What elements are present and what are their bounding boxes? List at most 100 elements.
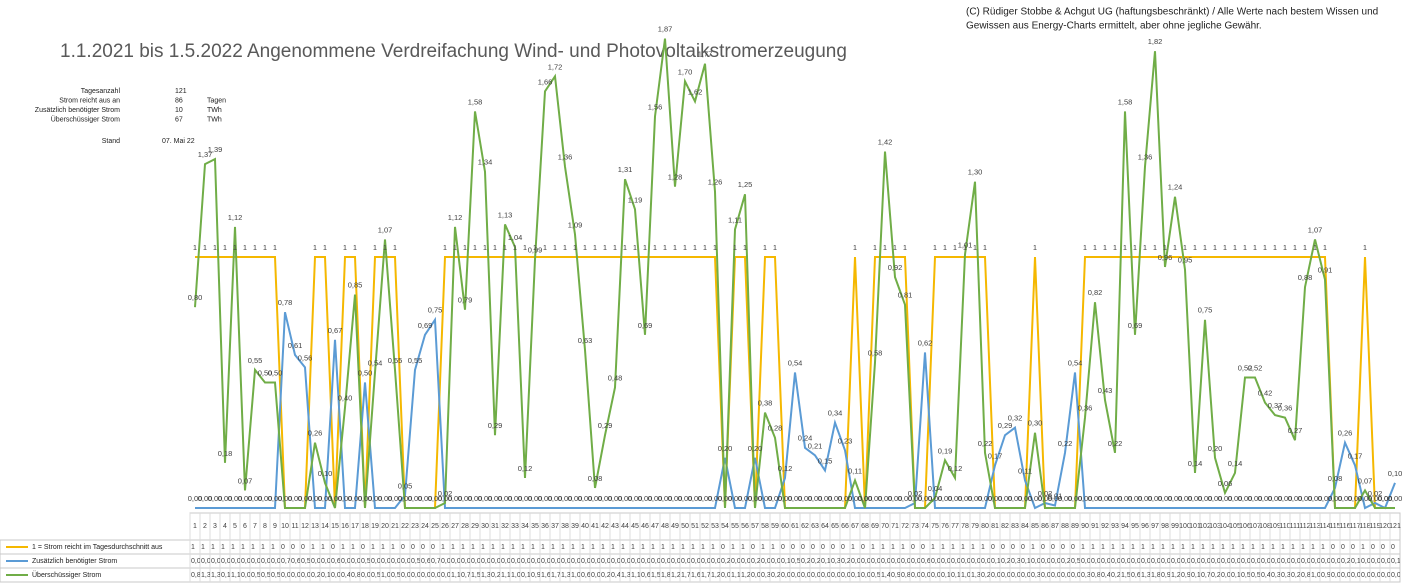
table-value: 0 [291, 544, 295, 551]
table-cell: 0,78 [281, 558, 295, 565]
data-label: 0,00 [438, 494, 453, 503]
data-label: 1 [633, 243, 637, 252]
x-tick-label: 46 [641, 523, 649, 530]
data-label: 1 [1253, 243, 1257, 252]
data-label: 0,14 [1188, 459, 1203, 468]
table-value: 1 [1281, 544, 1285, 551]
table-cell: 1 [1121, 544, 1125, 551]
data-label: 1 [323, 243, 327, 252]
data-label: 0,00 [1228, 494, 1243, 503]
data-label: 0,00 [1388, 494, 1402, 503]
data-label: 0,00 [548, 494, 563, 503]
table-value: 1,28 [671, 572, 685, 579]
table-cell: 0,54 [1071, 558, 1080, 565]
table-cell: 0,00 [301, 572, 310, 579]
table-cell: 0 [801, 544, 805, 551]
data-label: 0,50 [358, 368, 373, 377]
data-label: 1,56 [648, 102, 663, 111]
data-label: 0,12 [948, 464, 963, 473]
data-label: 0,29 [598, 421, 613, 430]
table-value: 0,95 [1181, 572, 1195, 579]
table-cell: 0,00 [501, 558, 510, 565]
x-tick-label: 33 [511, 523, 519, 530]
table-cell: 0,00 [191, 558, 200, 565]
table-cell: 0,00 [351, 558, 360, 565]
table-cell: 0,00 [1111, 558, 1120, 565]
table-cell: 1 [871, 544, 875, 551]
x-tick-label: 108 [1259, 523, 1271, 530]
table-value: 1 [611, 544, 615, 551]
table-cell: 0,81 [901, 572, 910, 579]
data-label: 1 [1123, 243, 1127, 252]
data-label: 0,00 [258, 494, 273, 503]
x-tick-label: 95 [1131, 523, 1139, 530]
table-cell: 0,00 [481, 558, 490, 565]
table-value: 0 [1371, 544, 1375, 551]
table-cell: 0,22 [1061, 558, 1070, 565]
table-cell: 0,19 [941, 572, 950, 579]
table-value: 1,36 [1141, 572, 1155, 579]
table-value: 0,00 [1371, 572, 1385, 579]
x-tick-label: 30 [481, 523, 489, 530]
table-value: 0,15 [821, 558, 835, 565]
data-label: 0,14 [1228, 459, 1243, 468]
data-label: 0,34 [828, 409, 843, 418]
table-cell: 0,00 [1061, 572, 1070, 579]
table-value: 0,78 [281, 558, 295, 565]
table-cell: 1 [571, 544, 575, 551]
table-cell: 0 [921, 544, 925, 551]
table-value: 0,56 [301, 558, 315, 565]
data-label: 0,32 [1008, 414, 1023, 423]
table-cell: 0 [781, 544, 785, 551]
table-value: 0,55 [411, 558, 425, 565]
table-value: 0 [821, 544, 825, 551]
table-cell: 0,34 [831, 558, 840, 565]
table-cell: 0,00 [721, 572, 730, 579]
table-value: 0,21 [811, 558, 825, 565]
data-label: 0,06 [1218, 479, 1233, 488]
data-label: 0,00 [778, 494, 793, 503]
data-label: 0,55 [388, 356, 403, 365]
data-label: 0,00 [1378, 494, 1393, 503]
data-label: 0,85 [348, 281, 363, 290]
table-value: 1 [1151, 544, 1155, 551]
x-tick-label: 4 [223, 523, 227, 530]
x-tick-label: 90 [1081, 523, 1089, 530]
table-value: 0,00 [1011, 572, 1025, 579]
table-cell: 0,00 [1381, 572, 1390, 579]
table-value: 0,00 [201, 558, 215, 565]
table-cell: 1 [641, 544, 645, 551]
table-cell: 1,34 [481, 572, 490, 579]
x-tick-label: 98 [1161, 523, 1169, 530]
table-value: 0,10 [321, 572, 335, 579]
table-value: 1 [961, 544, 965, 551]
table-value: 1 [1161, 544, 1165, 551]
x-tick-label: 21 [391, 523, 399, 530]
table-cell: 0,17 [991, 558, 1000, 565]
data-label: 0,18 [218, 449, 233, 458]
data-label: 1,82 [1148, 37, 1163, 46]
table-cell: 0,00 [1131, 558, 1140, 565]
data-label: 1 [953, 243, 957, 252]
table-value: 0,00 [681, 558, 695, 565]
table-value: 0,55 [251, 572, 265, 579]
table-value: 0,29 [1001, 558, 1015, 565]
data-label: 1,42 [878, 138, 893, 147]
table-cell: 1 [1201, 544, 1205, 551]
table-cell: 1 [661, 544, 665, 551]
data-label: 0,00 [758, 494, 773, 503]
table-value: 0,99 [531, 572, 545, 579]
table-value: 1 [741, 544, 745, 551]
table-cell: 1 [451, 544, 455, 551]
table-value: 0,37 [1271, 572, 1285, 579]
table-cell: 0 [1041, 544, 1045, 551]
data-label: 0,00 [668, 494, 683, 503]
data-label: 0,00 [818, 494, 833, 503]
table-value: 1,58 [471, 572, 485, 579]
table-cell: 1 [581, 544, 585, 551]
table-cell: 0,00 [261, 558, 270, 565]
table-cell: 0,54 [791, 558, 800, 565]
data-label: 1,66 [538, 77, 553, 86]
table-cell: 0,00 [1121, 558, 1130, 565]
data-label: 1 [673, 243, 677, 252]
